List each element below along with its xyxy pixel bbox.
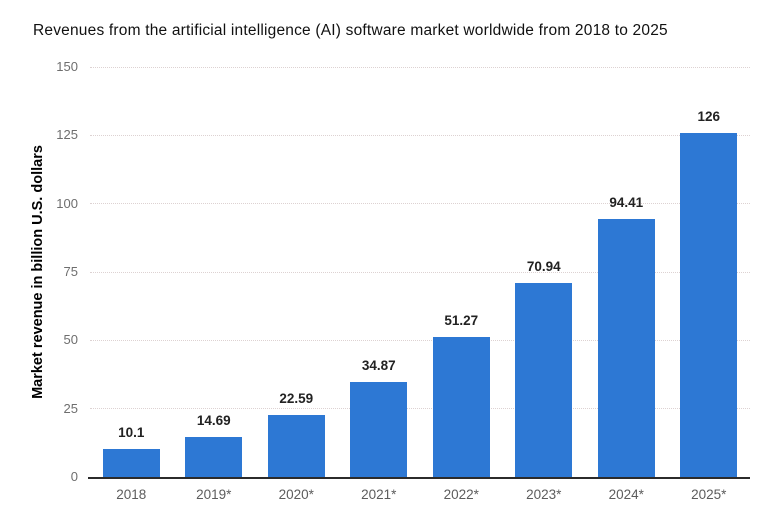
bar[interactable] <box>350 381 408 477</box>
y-tick-label: 75 <box>63 264 78 279</box>
bar[interactable] <box>185 436 243 477</box>
x-tick-label: 2024* <box>608 487 644 502</box>
x-tick-label: 2023* <box>526 487 562 502</box>
gridline <box>90 408 750 410</box>
bar[interactable] <box>597 218 655 477</box>
y-tick-label: 0 <box>70 469 78 484</box>
bar-value-label: 10.1 <box>118 425 145 441</box>
bar-value-label: 34.87 <box>361 357 396 373</box>
y-tick-label: 125 <box>56 127 78 143</box>
bar[interactable] <box>102 449 160 477</box>
x-tick-label: 2018 <box>116 487 147 502</box>
y-tick-label: 25 <box>63 400 78 416</box>
gridline <box>90 66 750 68</box>
bar[interactable] <box>680 132 738 477</box>
chart-title: Revenues from the artificial intelligenc… <box>33 22 668 39</box>
bar-value-label: 14.69 <box>196 412 231 428</box>
x-tick-label: 2025* <box>691 487 727 502</box>
bar-value-label: 51.27 <box>444 312 479 328</box>
bar[interactable] <box>432 336 490 477</box>
gridline <box>90 134 750 136</box>
bar-value-label: 70.94 <box>526 259 561 275</box>
y-tick-label: 150 <box>56 59 78 74</box>
bar[interactable] <box>515 283 573 477</box>
gridline <box>90 203 750 205</box>
bar-value-label: 94.41 <box>609 194 644 210</box>
y-tick-label: 100 <box>56 195 78 211</box>
x-tick-label: 2022* <box>443 487 479 502</box>
bar-value-label: 22.59 <box>279 391 314 407</box>
x-tick-label: 2020* <box>278 487 314 502</box>
gridline <box>90 271 750 273</box>
x-axis-line <box>88 477 750 479</box>
y-tick-label: 50 <box>63 332 78 348</box>
gridline <box>90 339 750 341</box>
bar[interactable] <box>267 415 325 477</box>
x-tick-label: 2019* <box>196 487 232 502</box>
x-tick-label: 2021* <box>361 487 397 502</box>
bar-value-label: 126 <box>697 108 721 124</box>
